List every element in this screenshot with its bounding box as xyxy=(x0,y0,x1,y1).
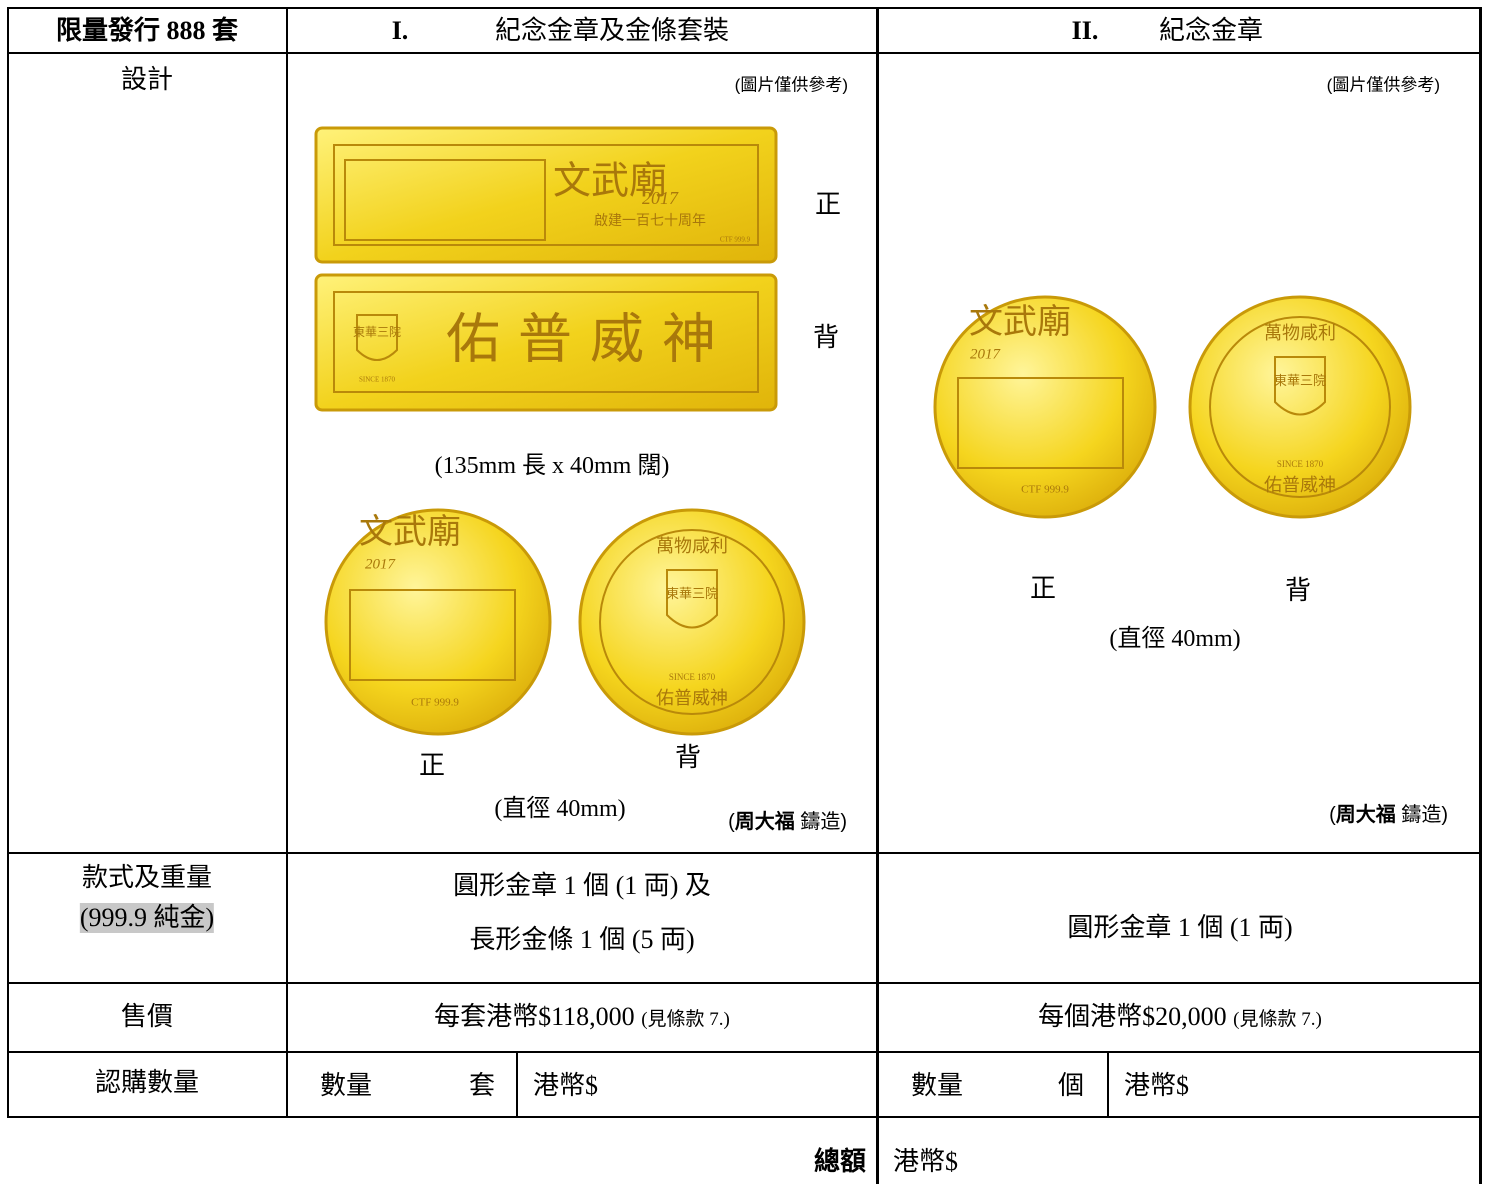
engraving: 東華三院 xyxy=(666,586,718,601)
header-num: I. xyxy=(391,16,409,45)
medal-back: 萬物咸利 東華三院 SINCE 1870 佑普威神 xyxy=(578,508,806,736)
maker-brand: 周大福 xyxy=(734,811,795,833)
engraving: 萬物咸利 xyxy=(656,536,728,556)
engraving: 啟建一百七十周年 xyxy=(594,213,706,229)
note: (圖片僅供參考) xyxy=(734,75,848,95)
rule xyxy=(7,7,1482,9)
rule xyxy=(7,982,1482,984)
row-label: 認購數量 xyxy=(94,1068,200,1097)
rule xyxy=(876,7,879,1184)
engraving: 萬物咸利 xyxy=(1264,323,1336,343)
row-label: (999.9 純金) xyxy=(79,903,215,933)
caption: (135mm 長 x 40mm 闊) xyxy=(434,453,670,479)
cell-text: 圓形金章 1 個 (1 両) xyxy=(1067,913,1293,942)
maker-part: 鑄造) xyxy=(794,811,847,833)
engraving: 2017 xyxy=(365,556,397,572)
caption: 背 xyxy=(812,323,840,352)
price-note: (見條款 7.) xyxy=(641,1009,730,1030)
caption: 正 xyxy=(418,751,446,780)
engraving: 佑普威神 xyxy=(1264,475,1336,495)
engraving: CTF 999.9 xyxy=(411,697,459,709)
rule xyxy=(516,1052,518,1117)
maker: (周大福 鑄造) xyxy=(1329,805,1448,825)
header-cell: 限量發行 888 套 xyxy=(55,16,239,45)
caption: (直徑 40mm) xyxy=(494,796,626,822)
row-label: 售價 xyxy=(120,1002,174,1031)
price-note: (見條款 7.) xyxy=(1233,1009,1322,1030)
price: 每套港幣$118,000 xyxy=(434,1002,635,1031)
caption: 背 xyxy=(674,743,702,772)
rule xyxy=(1479,7,1482,1184)
engraving: SINCE 1870 xyxy=(359,376,395,384)
header-title: 紀念金章及金條套裝 xyxy=(494,16,730,45)
row-label: 設計 xyxy=(120,65,174,94)
engraving: 文武廟 xyxy=(359,513,461,551)
field-label: 港幣$ xyxy=(1124,1071,1190,1100)
engraving: 東華三院 xyxy=(1274,373,1326,388)
engraving: 佑普威神 xyxy=(446,309,734,369)
field-label: 港幣$ xyxy=(533,1071,599,1100)
caption: (直徑 40mm) xyxy=(1109,626,1241,652)
rule xyxy=(286,7,288,1118)
maker-part: ( xyxy=(1329,804,1336,826)
gold-bar-front: 文武廟 2017 啟建一百七十周年 CTF 999.9 xyxy=(314,126,778,264)
engraving: 東華三院 xyxy=(353,325,401,339)
medal-front: 文武廟 2017 CTF 999.9 xyxy=(324,508,552,736)
rule xyxy=(7,7,9,1118)
field-label: 數量 xyxy=(910,1071,964,1100)
engraving: 文武廟 xyxy=(969,303,1071,341)
total-label: 總額 xyxy=(813,1147,866,1176)
engraving: 文武廟 xyxy=(553,161,667,203)
rule xyxy=(7,1051,1482,1053)
price: 每個港幣$20,000 xyxy=(1038,1002,1227,1031)
engraving: 佑普威神 xyxy=(656,688,728,708)
header-num: II. xyxy=(1071,16,1099,45)
rule xyxy=(7,1116,1482,1118)
caption: 背 xyxy=(1284,576,1312,605)
gold-bar-back: 東華三院 SINCE 1870 佑普威神 xyxy=(314,273,778,412)
engraving: CTF 999.9 xyxy=(720,236,751,244)
maker-brand: 周大福 xyxy=(1335,804,1396,826)
header-title: 紀念金章 xyxy=(1158,16,1264,45)
note: (圖片僅供參考) xyxy=(1326,75,1440,95)
medal-front: 文武廟 2017 CTF 999.9 xyxy=(933,295,1157,519)
medal-back: 萬物咸利 東華三院 SINCE 1870 佑普威神 xyxy=(1188,295,1412,519)
field-unit: 套 xyxy=(468,1071,496,1100)
engraving: SINCE 1870 xyxy=(1277,459,1324,469)
field-unit: 個 xyxy=(1057,1071,1085,1100)
rule xyxy=(1107,1052,1109,1117)
rule xyxy=(7,852,1482,854)
field-label: 數量 xyxy=(319,1071,373,1100)
engraving: CTF 999.9 xyxy=(1021,484,1069,496)
cell-text: 圓形金章 1 個 (1 両) 及 xyxy=(453,871,711,900)
engraving: 2017 xyxy=(970,346,1002,362)
rule xyxy=(7,52,1482,54)
engraving: SINCE 1870 xyxy=(669,672,716,682)
maker: (周大福 鑄造) xyxy=(728,812,847,832)
caption: 正 xyxy=(814,190,842,219)
caption: 正 xyxy=(1029,574,1057,603)
row-label: 款式及重量 xyxy=(81,863,213,892)
cell-text: 長形金條 1 個 (5 両) xyxy=(469,925,695,954)
engraving: 2017 xyxy=(642,188,679,208)
maker-part: 鑄造) xyxy=(1395,804,1448,826)
maker-part: ( xyxy=(728,811,735,833)
total-amount: 港幣$ xyxy=(893,1147,959,1176)
